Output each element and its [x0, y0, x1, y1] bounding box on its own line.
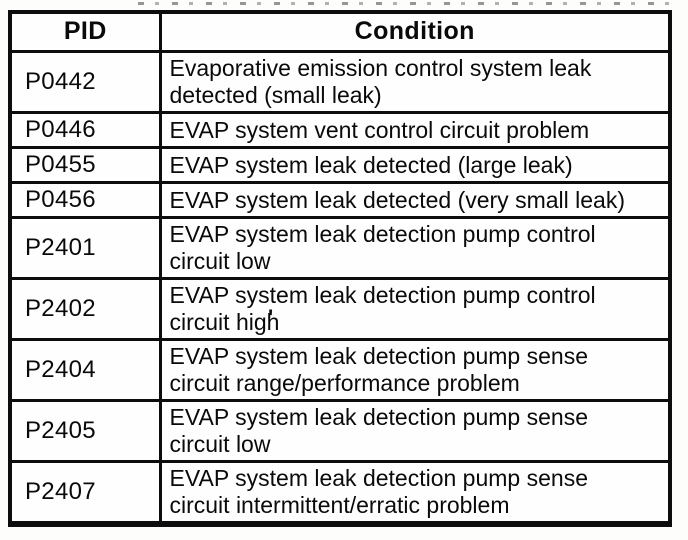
dtc-code-table: PID Condition P0442 Evaporative emission…	[8, 10, 672, 527]
pid-cell: P0455	[8, 146, 162, 184]
pid-cell: P0446	[8, 111, 162, 149]
pid-cell: P2404	[8, 338, 162, 402]
condition-cell: Evaporative emission control system leak…	[158, 50, 672, 114]
pid-cell: P2407	[8, 460, 162, 526]
pid-cell: P0456	[8, 181, 162, 219]
table-row: P0455 EVAP system leak detected (large l…	[8, 146, 672, 184]
table-row: P2401 EVAP system leak detection pump co…	[8, 216, 672, 280]
condition-cell: EVAP system leak detection pump control …	[158, 277, 672, 341]
table-row: P2404 EVAP system leak detection pump se…	[8, 338, 672, 402]
scan-noise-dashes	[138, 2, 672, 5]
condition-cell: EVAP system vent control circuit problem	[158, 111, 672, 149]
table-row: P2407 EVAP system leak detection pump se…	[8, 460, 672, 526]
table-row: P0456 EVAP system leak detected (very sm…	[8, 181, 672, 219]
table-row: P2402 EVAP system leak detection pump co…	[8, 277, 672, 341]
pid-column-header: PID	[8, 10, 162, 53]
condition-cell: EVAP system leak detection pump control …	[158, 216, 672, 280]
table-row: P0446 EVAP system vent control circuit p…	[8, 111, 672, 149]
condition-cell: EVAP system leak detected (very small le…	[158, 181, 672, 219]
condition-cell: EVAP system leak detection pump sense ci…	[158, 338, 672, 402]
condition-column-header: Condition	[158, 10, 672, 53]
pid-cell: P2402	[8, 277, 162, 341]
table-row: P2405 EVAP system leak detection pump se…	[8, 399, 672, 463]
condition-cell: EVAP system leak detection pump sense ci…	[158, 399, 672, 463]
pid-cell: P2401	[8, 216, 162, 280]
pid-cell: P2405	[8, 399, 162, 463]
table-header-row: PID Condition	[8, 10, 672, 53]
condition-cell: EVAP system leak detected (large leak)	[158, 146, 672, 184]
scan-artifact-mark: '	[268, 305, 274, 330]
table-body: P0442 Evaporative emission control syste…	[8, 50, 672, 526]
pid-cell: P0442	[8, 50, 162, 114]
table-row: P0442 Evaporative emission control syste…	[8, 50, 672, 114]
condition-cell: EVAP system leak detection pump sense ci…	[158, 460, 672, 526]
